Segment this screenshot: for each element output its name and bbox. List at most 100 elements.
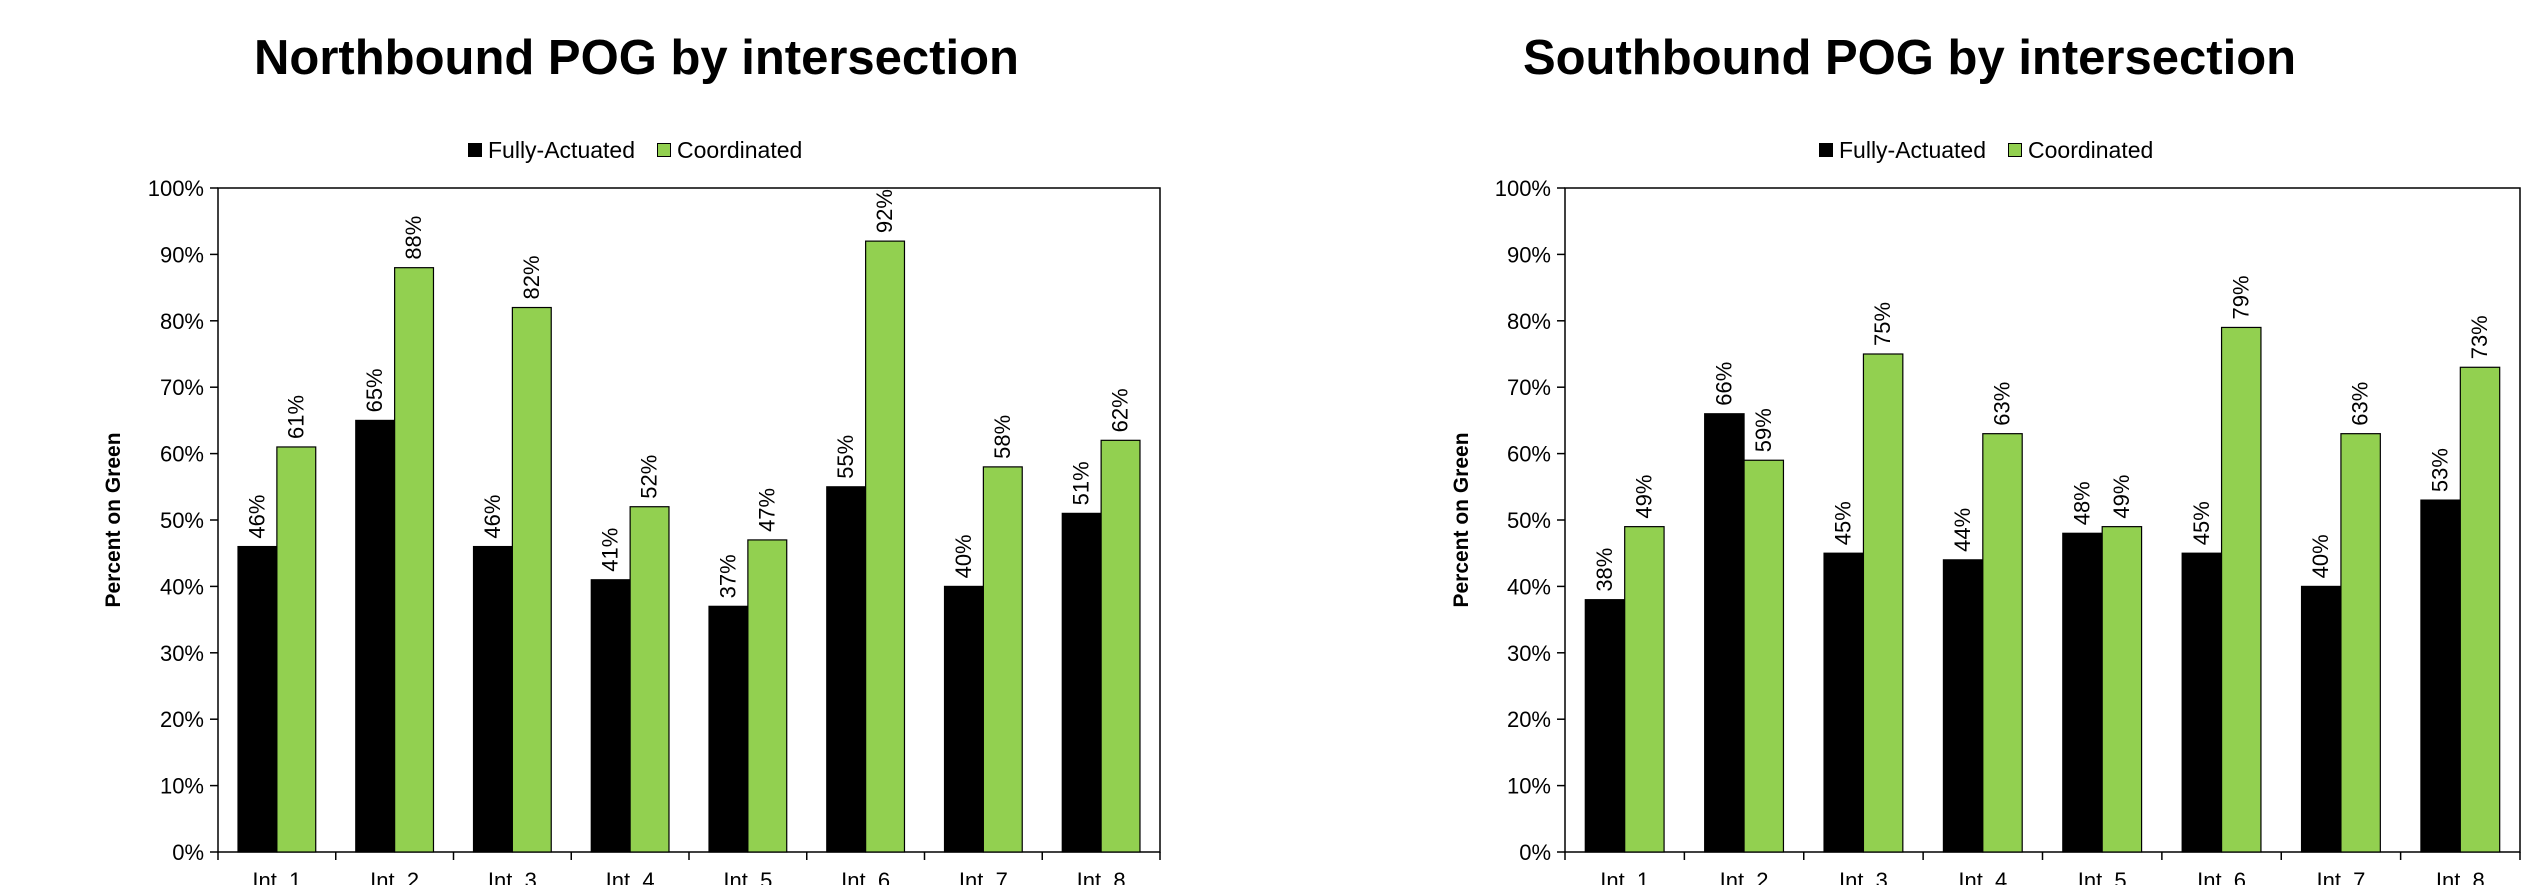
data-label: 37% xyxy=(715,554,740,598)
y-tick-label: 20% xyxy=(160,707,204,732)
data-label: 45% xyxy=(2189,501,2214,545)
chart-legend: Fully-Actuated Coordinated xyxy=(468,135,824,165)
chart-title: Southbound POG by intersection xyxy=(1522,31,2297,85)
y-tick-label: 0% xyxy=(172,840,204,865)
x-category-label: Int. 7 xyxy=(959,868,1008,885)
y-tick-label: 30% xyxy=(1507,641,1551,666)
legend-swatch-coordinated xyxy=(657,143,672,157)
legend-item-fully-actuated: Fully-Actuated xyxy=(468,137,635,164)
y-tick-label: 80% xyxy=(1507,309,1551,334)
data-label: 49% xyxy=(2109,475,2134,519)
bar-coordinated xyxy=(629,506,670,853)
x-category-label: Int. 4 xyxy=(1958,868,2007,885)
x-category-label: Int. 1 xyxy=(252,868,301,885)
bar-fully-actuated xyxy=(2300,585,2342,853)
legend-item-coordinated: Coordinated xyxy=(657,137,802,164)
bar-coordinated xyxy=(747,539,788,853)
data-label: 46% xyxy=(244,495,269,539)
x-category-label: Int. 5 xyxy=(723,868,772,885)
bar-coordinated xyxy=(1862,353,1904,853)
y-tick-label: 100% xyxy=(1495,176,1551,201)
bar-fully-actuated xyxy=(472,545,513,853)
data-label: 79% xyxy=(2228,275,2253,319)
data-label: 63% xyxy=(1990,382,2015,426)
bar-coordinated xyxy=(2459,366,2501,853)
x-category-label: Int. 2 xyxy=(1720,868,1769,885)
data-label: 88% xyxy=(401,216,426,260)
northbound-plot: 0% 10% 20% 30% 40% 50% 60% 70% 80% 90% 100% Percent… xyxy=(102,176,1161,885)
data-label: 58% xyxy=(990,415,1015,459)
data-label: 73% xyxy=(2467,315,2492,359)
bar-fully-actuated xyxy=(826,486,867,853)
data-label: 45% xyxy=(1831,501,1856,545)
data-label: 75% xyxy=(1870,302,1895,346)
bar-fully-actuated xyxy=(1061,512,1102,853)
y-tick-label: 40% xyxy=(1507,574,1551,599)
bar-fully-actuated xyxy=(708,605,749,853)
bar-fully-actuated xyxy=(2420,499,2461,853)
y-axis-title: Percent on Green xyxy=(102,432,125,607)
data-label: 38% xyxy=(1592,548,1617,592)
bar-fully-actuated xyxy=(1942,559,1984,853)
bar-coordinated xyxy=(1624,526,1665,853)
data-label: 46% xyxy=(480,495,505,539)
bar-coordinated xyxy=(2101,526,2143,853)
data-label: 40% xyxy=(951,534,976,578)
bar-fully-actuated xyxy=(590,579,631,853)
data-label: 48% xyxy=(2069,481,2094,525)
x-category-label: Int. 7 xyxy=(2316,868,2365,885)
southbound-chart-panel: Southbound POG by intersection Fully-Act… xyxy=(1273,0,2546,885)
data-label: 55% xyxy=(833,435,858,479)
x-category-label: Int. 1 xyxy=(1600,868,1649,885)
bar-fully-actuated xyxy=(2062,532,2103,853)
x-category-label: Int. 6 xyxy=(841,868,890,885)
bar-fully-actuated xyxy=(1584,599,1626,853)
x-category-label: Int. 2 xyxy=(370,868,419,885)
northbound-chart-panel: Northbound POG by intersection Fully-Act… xyxy=(0,0,1273,885)
x-category-label: Int. 6 xyxy=(2197,868,2246,885)
x-category-label: Int. 3 xyxy=(488,868,537,885)
bar-coordinated xyxy=(982,466,1023,853)
y-tick-label: 10% xyxy=(1507,774,1551,799)
y-tick-label: 80% xyxy=(160,309,204,334)
legend-swatch-fully-actuated xyxy=(468,143,482,157)
bar-coordinated xyxy=(1982,433,2023,853)
data-label: 63% xyxy=(2348,382,2373,426)
bar-coordinated xyxy=(1100,439,1141,853)
data-label: 49% xyxy=(1631,475,1656,519)
data-label: 92% xyxy=(872,189,897,233)
data-label: 51% xyxy=(1069,461,1094,505)
y-tick-label: 0% xyxy=(1519,840,1551,865)
bar-coordinated xyxy=(2220,326,2262,853)
bar-fully-actuated xyxy=(237,545,278,853)
data-label: 53% xyxy=(2428,448,2453,492)
data-label: 40% xyxy=(2308,534,2333,578)
legend-label: Coordinated xyxy=(2028,136,2154,163)
data-label: 62% xyxy=(1108,388,1133,432)
bar-fully-actuated xyxy=(355,419,396,853)
y-tick-label: 50% xyxy=(160,508,204,533)
y-tick-label: 30% xyxy=(160,641,204,666)
data-label: 65% xyxy=(362,368,387,412)
legend-swatch-fully-actuated xyxy=(1819,143,1833,157)
y-tick-label: 60% xyxy=(1507,442,1551,467)
data-label: 44% xyxy=(1950,508,1975,552)
data-label: 61% xyxy=(283,395,308,439)
legend-label: Fully-Actuated xyxy=(488,136,636,163)
bar-coordinated xyxy=(2340,433,2381,853)
data-label: 52% xyxy=(637,455,662,499)
legend-swatch-coordinated xyxy=(2008,143,2023,157)
y-tick-label: 100% xyxy=(148,176,204,201)
y-tick-label: 60% xyxy=(160,442,204,467)
y-axis-title: Percent on Green xyxy=(1450,432,1473,607)
y-tick-label: 40% xyxy=(160,574,204,599)
bar-coordinated xyxy=(511,306,552,853)
bar-fully-actuated xyxy=(1823,552,1865,853)
legend-label: Coordinated xyxy=(677,136,803,163)
bar-coordinated xyxy=(865,240,906,853)
legend-item-coordinated: Coordinated xyxy=(2008,137,2153,164)
y-tick-label: 20% xyxy=(1507,707,1551,732)
legend-label: Fully-Actuated xyxy=(1839,136,1987,163)
data-label: 41% xyxy=(598,528,623,572)
bar-fully-actuated xyxy=(943,585,984,853)
